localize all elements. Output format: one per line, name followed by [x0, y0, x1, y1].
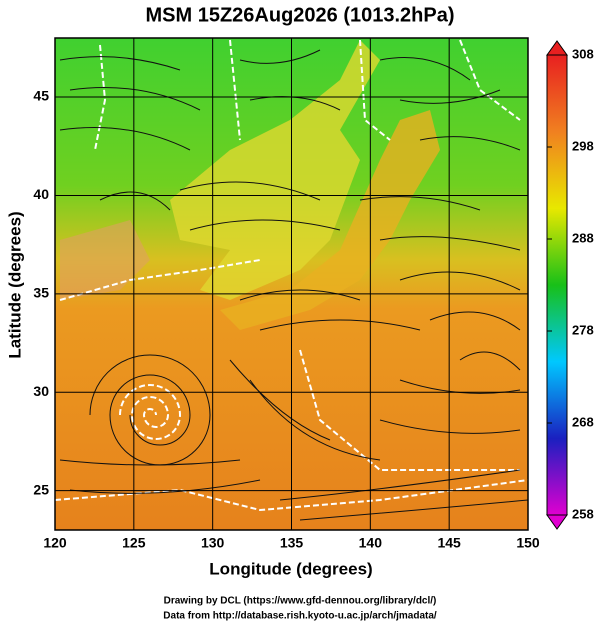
- y-tick-label: 30: [33, 383, 49, 399]
- x-tick-label: 145: [437, 535, 461, 551]
- land: [220, 110, 440, 330]
- y-axis-label: Latitude (degrees): [5, 211, 24, 358]
- y-tick-label: 45: [33, 88, 49, 104]
- colorbar-tick-label: 308: [572, 46, 594, 61]
- x-axis-label: Longitude (degrees): [209, 559, 372, 578]
- credit: Data from http://database.rish.kyoto-u.a…: [163, 611, 437, 622]
- colorbar-extend-bottom: [546, 514, 568, 530]
- land: [60, 220, 150, 300]
- y-tick-label: 25: [33, 481, 49, 497]
- x-tick-label: 120: [43, 535, 67, 551]
- x-tick-label: 140: [359, 535, 383, 551]
- x-tick-label: 135: [280, 535, 304, 551]
- colorbar-tick-label: 268: [572, 414, 594, 429]
- colorbar-tick-label: 288: [572, 230, 594, 245]
- colorbar-tick-label: 278: [572, 322, 594, 337]
- colorbar-extend-top: [546, 40, 568, 56]
- isobar: [119, 384, 182, 440]
- isobar: [94, 39, 521, 151]
- x-tick-label: 125: [122, 535, 146, 551]
- colorbar: [546, 54, 568, 516]
- y-tick-label: 40: [33, 186, 49, 202]
- x-tick-label: 130: [201, 535, 225, 551]
- x-tick-label: 150: [516, 535, 540, 551]
- colorbar-tick-label: 258: [572, 506, 594, 521]
- title: MSM 15Z26Aug2026 (1013.2hPa): [145, 4, 454, 26]
- credit: Drawing by DCL (https://www.gfd-dennou.o…: [164, 596, 437, 607]
- y-tick-label: 35: [33, 285, 49, 301]
- colorbar-tick-label: 298: [572, 138, 594, 153]
